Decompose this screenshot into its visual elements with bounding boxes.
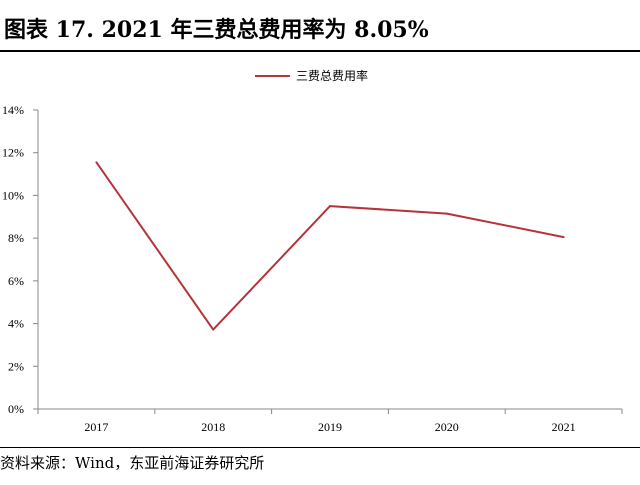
x-tick-label: 2021 [552, 420, 576, 434]
line-chart: 三费总费用率 0%2%4%6%8%10%12%14% 2017 2018 2019 2… [2, 68, 623, 434]
series-group [95, 161, 565, 331]
page-title: 图表 17. 2021 年三费总费用率为 8.05% [4, 17, 429, 43]
y-tick-label: 0% [8, 402, 24, 416]
footer-divider [0, 447, 640, 448]
x-axis-ticks: 2017 2018 2019 2020 2021 [37, 409, 623, 434]
y-tick-label: 8% [8, 231, 24, 245]
source-note: 资料来源：Wind，东亚前海证券研究所 [0, 454, 265, 472]
data-point [329, 205, 331, 208]
title-divider [0, 50, 640, 52]
chart-legend: 三费总费用率 [255, 68, 368, 83]
y-tick-label: 6% [8, 274, 24, 288]
y-tick-label: 12% [2, 146, 24, 160]
legend-label: 三费总费用率 [296, 68, 368, 83]
data-point [445, 212, 448, 215]
y-axis-ticks: 0% 2% 4% 6% 8% 10% 12% 14% [2, 103, 38, 416]
data-point [95, 161, 98, 164]
y-tick-label: 4% [8, 317, 24, 331]
y-tick-label: 2% [8, 359, 24, 373]
data-point [562, 236, 565, 239]
series-line [95, 161, 564, 331]
y-tick-label: 10% [2, 188, 24, 202]
x-tick-label: 2019 [318, 420, 342, 434]
x-tick-label: 2020 [435, 420, 459, 434]
x-tick-label: 2017 [84, 420, 108, 434]
x-tick-label: 2018 [201, 420, 225, 434]
y-tick-label: 14% [2, 103, 24, 117]
data-point [212, 328, 215, 331]
chart-axes [37, 110, 622, 410]
